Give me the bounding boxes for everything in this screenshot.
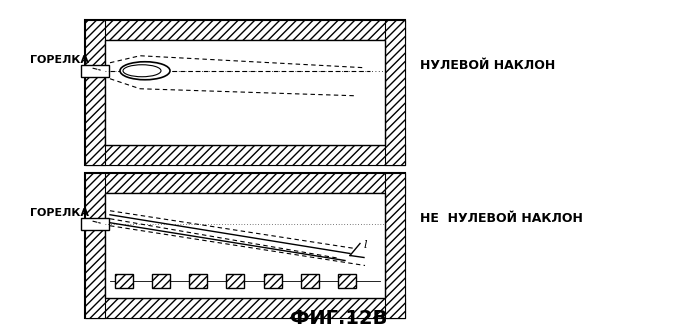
Text: ГОРЕЛКА: ГОРЕЛКА: [30, 55, 101, 70]
Bar: [85, 298, 405, 318]
Text: НУЛЕВОЙ НАКЛОН: НУЛЕВОЙ НАКЛОН: [420, 59, 555, 72]
Text: НЕ  НУЛЕВОЙ НАКЛОН: НЕ НУЛЕВОЙ НАКЛОН: [420, 212, 583, 225]
Bar: [338, 274, 356, 288]
Ellipse shape: [123, 65, 161, 77]
Bar: [385, 20, 405, 165]
Ellipse shape: [120, 62, 170, 80]
Bar: [85, 20, 405, 165]
Bar: [85, 20, 405, 40]
Text: ФИГ.12В: ФИГ.12В: [290, 309, 387, 328]
Bar: [85, 173, 405, 318]
Bar: [85, 20, 105, 165]
Bar: [264, 274, 281, 288]
Text: ГОРЕЛКА: ГОРЕЛКА: [30, 208, 101, 223]
Bar: [85, 145, 405, 165]
Bar: [105, 193, 385, 298]
Text: l: l: [364, 239, 368, 249]
Bar: [105, 40, 385, 145]
Bar: [301, 274, 319, 288]
Bar: [105, 193, 385, 298]
Bar: [105, 40, 385, 145]
Bar: [85, 173, 405, 193]
Bar: [81, 65, 109, 77]
Bar: [81, 218, 109, 230]
Bar: [115, 274, 133, 288]
Bar: [226, 274, 244, 288]
Bar: [385, 173, 405, 318]
Bar: [189, 274, 207, 288]
Bar: [85, 173, 105, 318]
Bar: [152, 274, 170, 288]
